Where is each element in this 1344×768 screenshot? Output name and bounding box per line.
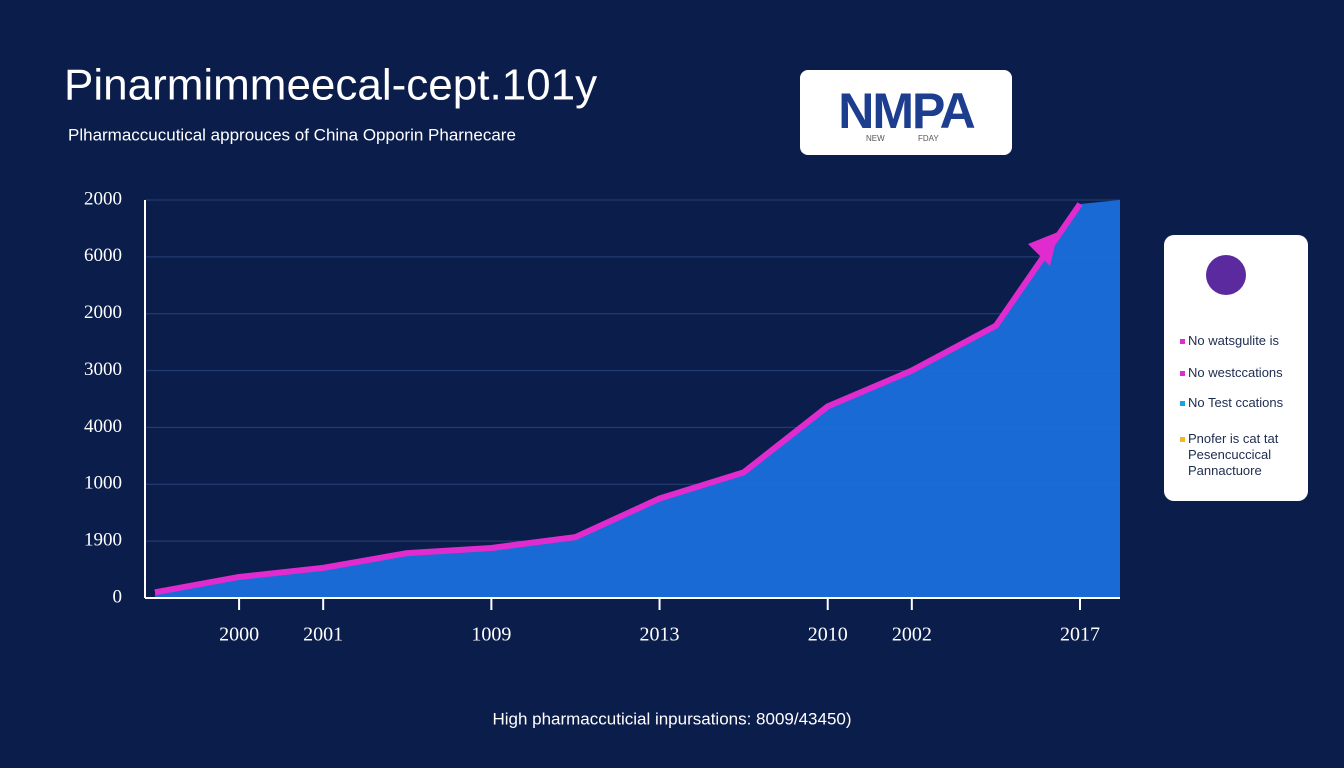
- logo: NMPA NEW FDAY: [800, 70, 1012, 155]
- line: [154, 202, 1083, 596]
- x-tick-label: 2000: [219, 624, 259, 646]
- legend-item: No watsgulite is: [1180, 333, 1290, 349]
- legend-icon: [1206, 255, 1246, 295]
- x-tick-label: 2002: [892, 624, 932, 646]
- chart-subtitle: Plharmaccucutical approuces of China Opp…: [68, 125, 516, 144]
- x-tick-label: 2001: [303, 624, 343, 646]
- legend-item: No Test ccations: [1180, 395, 1290, 411]
- logo-small: NEW: [866, 134, 885, 143]
- arrow-head: [1028, 231, 1058, 266]
- x-tick-label: 2013: [640, 624, 680, 646]
- y-tick-label: 1000: [84, 473, 122, 494]
- area: [155, 200, 1120, 598]
- logo-text: NMPA: [838, 83, 976, 139]
- chart-title: Pinarmimmeecal-cept.101y: [64, 61, 597, 110]
- y-tick-label: 2000: [84, 188, 122, 209]
- chart-footer: High pharmaccuticial inpursations: 8009/…: [492, 709, 851, 728]
- legend-panel: No watsgulite is No westccations No Test c…: [1164, 235, 1308, 501]
- legend-swatch: [1180, 339, 1185, 344]
- x-tick-label: 2010: [808, 624, 848, 646]
- legend-label: Pnofer is cat tat Pesencuccical Pannactu…: [1188, 431, 1279, 478]
- y-tick-label: 4000: [84, 416, 122, 437]
- legend-swatch: [1180, 437, 1185, 442]
- legend-item: No westccations: [1180, 365, 1290, 381]
- legend-swatch: [1180, 401, 1185, 406]
- y-tick-label: 1900: [84, 530, 122, 551]
- legend-label: No Test ccations: [1188, 395, 1284, 410]
- y-tick-label: 2000: [84, 302, 122, 323]
- legend-item: Pnofer is cat tat Pesencuccical Pannactu…: [1180, 431, 1290, 479]
- logo-small: FDAY: [918, 134, 939, 143]
- y-tick-label: 6000: [84, 245, 122, 266]
- y-tick-label: 3000: [84, 359, 122, 380]
- x-tick-label: 2017: [1060, 624, 1100, 646]
- legend-label: No watsgulite is: [1188, 333, 1280, 348]
- y-tick-label: 0: [113, 586, 123, 607]
- x-tick-label: 1009: [471, 624, 511, 646]
- legend-swatch: [1180, 371, 1185, 376]
- legend-label: No westccations: [1188, 365, 1283, 380]
